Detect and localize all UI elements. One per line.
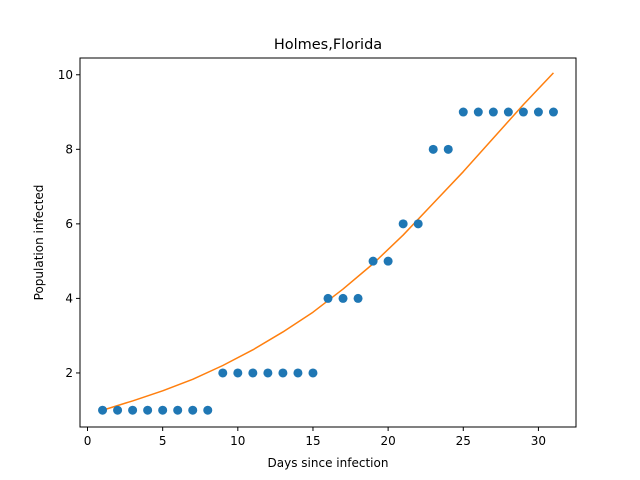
data-point	[443, 144, 453, 154]
data-point	[458, 107, 468, 117]
data-point	[173, 405, 183, 415]
y-tick-label: 4	[65, 291, 73, 305]
data-point	[353, 293, 363, 303]
y-tick-label: 10	[58, 68, 73, 82]
data-point	[98, 405, 108, 415]
data-point	[263, 368, 273, 378]
data-point	[473, 107, 483, 117]
data-point	[413, 219, 423, 229]
data-point	[323, 293, 333, 303]
data-point	[128, 405, 138, 415]
data-point	[113, 405, 123, 415]
chart-title: Holmes,Florida	[274, 37, 382, 53]
data-point	[188, 405, 198, 415]
data-point	[293, 368, 303, 378]
data-point	[383, 256, 393, 266]
y-tick-label: 8	[65, 142, 73, 156]
data-point	[503, 107, 513, 117]
data-point	[368, 256, 378, 266]
x-axis-label: Days since infection	[268, 456, 389, 470]
x-tick-label: 25	[456, 434, 471, 448]
axes-frame	[79, 57, 577, 428]
data-point	[143, 405, 153, 415]
x-tick-label: 0	[84, 434, 92, 448]
data-point	[308, 368, 318, 378]
y-tick-label: 6	[65, 217, 73, 231]
data-point	[278, 368, 288, 378]
data-point	[248, 368, 258, 378]
data-point	[548, 107, 558, 117]
x-tick-label: 10	[230, 434, 245, 448]
fit-line	[102, 72, 554, 411]
data-point	[218, 368, 228, 378]
y-axis: 2 4 6 8 10	[58, 68, 80, 380]
x-tick-label: 5	[159, 434, 167, 448]
data-point	[428, 144, 438, 154]
data-point	[518, 107, 528, 117]
data-point	[158, 405, 168, 415]
data-point	[488, 107, 498, 117]
plot-area	[98, 72, 558, 415]
data-point	[233, 368, 243, 378]
x-tick-label: 15	[305, 434, 320, 448]
y-tick-label: 2	[65, 366, 73, 380]
y-axis-label: Population infected	[32, 185, 46, 301]
x-axis: 0 5 10 15 20 25 30	[84, 427, 546, 448]
x-tick-label: 20	[380, 434, 395, 448]
data-point	[398, 219, 408, 229]
data-point	[203, 405, 213, 415]
data-point	[533, 107, 543, 117]
data-point	[338, 293, 348, 303]
x-tick-label: 30	[531, 434, 546, 448]
